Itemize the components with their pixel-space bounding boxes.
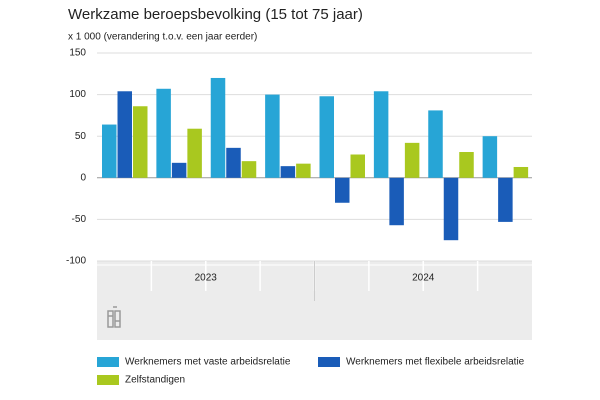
legend-label: Werknemers met flexibele arbeidsrelatie	[346, 357, 525, 368]
bar	[459, 152, 474, 178]
bar	[265, 94, 280, 178]
chart-subtitle: x 1 000 (verandering t.o.v. een jaar eer…	[68, 32, 257, 43]
year-label: 2023	[195, 273, 218, 284]
chart-title: Werkzame beroepsbevolking (15 tot 75 jaa…	[68, 6, 363, 23]
bar	[498, 177, 513, 222]
y-tick-label: 100	[69, 89, 86, 100]
bar	[404, 142, 420, 178]
bar	[513, 166, 529, 178]
bar	[226, 147, 241, 178]
bar	[117, 91, 132, 178]
y-tick-label: 150	[69, 48, 86, 59]
legend-swatch	[97, 357, 119, 367]
bar	[296, 163, 311, 178]
legend-swatch	[318, 357, 340, 367]
bar	[482, 136, 498, 178]
bar	[428, 110, 443, 178]
legend-label: Zelfstandigen	[125, 375, 185, 386]
y-tick-label: 0	[80, 172, 86, 183]
bar	[210, 77, 226, 178]
bar	[335, 177, 350, 203]
legend-swatch	[97, 375, 119, 385]
bar	[443, 177, 459, 241]
bar	[133, 106, 148, 178]
bar	[280, 166, 296, 178]
bar	[241, 161, 257, 178]
bar	[319, 96, 334, 178]
year-label: 2024	[412, 273, 435, 284]
bar	[102, 124, 117, 178]
bar	[187, 128, 202, 178]
legend-label: Werknemers met vaste arbeidsrelatie	[125, 357, 291, 368]
bar	[171, 162, 187, 178]
bar	[156, 88, 171, 178]
bar	[350, 154, 365, 178]
logo	[107, 306, 121, 328]
y-tick-label: -50	[72, 214, 87, 225]
y-tick-label: -100	[66, 256, 86, 267]
y-tick-label: 50	[75, 131, 87, 142]
bar	[373, 91, 389, 178]
bar	[389, 177, 404, 226]
